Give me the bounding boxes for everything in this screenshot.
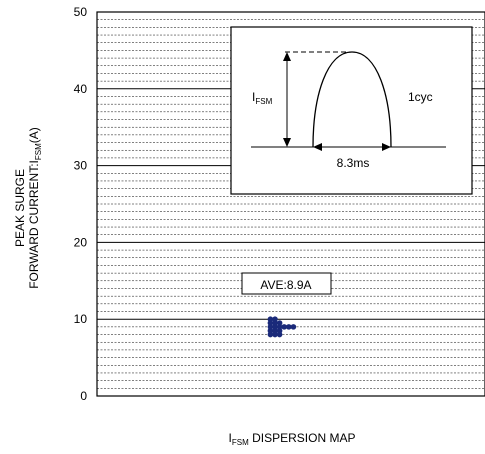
data-point — [276, 327, 283, 334]
data-point — [267, 324, 274, 330]
inset-amplitude-arrowhead-up — [283, 52, 291, 61]
data-point — [272, 331, 278, 338]
inset-duration-arrowhead-right — [382, 143, 391, 151]
data-points — [267, 316, 297, 338]
data-point — [272, 316, 278, 323]
data-point — [290, 324, 297, 330]
average-label-box — [241, 272, 332, 295]
data-point — [267, 320, 274, 326]
inset-amplitude-arrowhead-down — [283, 138, 291, 147]
inset-frame — [230, 26, 473, 195]
plot-frame — [96, 11, 485, 397]
inset-duration-arrowhead-left — [313, 143, 322, 151]
inset-waveform: IFSM 8.3ms 1cyc — [230, 26, 473, 195]
data-point — [272, 320, 278, 326]
average-label: AVE:8.9A — [260, 278, 311, 292]
data-point — [272, 327, 278, 334]
inset-amplitude-label: IFSM — [252, 90, 273, 106]
y-tick-label: 0 — [80, 389, 87, 403]
y-axis-label-line2: FORWARD CURRENT:IFSM(A) — [27, 127, 43, 289]
y-tick-label: 50 — [74, 5, 88, 19]
y-axis-label-line1: PEAK SURGE — [13, 169, 27, 247]
y-tick-label: 10 — [74, 312, 88, 326]
data-point — [276, 331, 283, 338]
data-point — [286, 324, 292, 330]
data-point — [267, 331, 274, 338]
x-axis-label: IFSM DISPERSION MAP — [229, 431, 356, 447]
data-point — [281, 324, 288, 330]
data-point — [276, 320, 283, 326]
data-point — [267, 327, 274, 334]
y-tick-labels: 0 10 20 30 40 50 — [74, 5, 88, 403]
data-point — [272, 324, 278, 330]
data-point — [267, 316, 274, 323]
data-point — [276, 324, 283, 330]
y-tick-label: 40 — [74, 82, 88, 96]
inset-cycle-label: 1cyc — [408, 90, 433, 104]
y-tick-label: 20 — [74, 235, 88, 249]
y-tick-label: 30 — [74, 159, 88, 173]
inset-duration-label: 8.3ms — [337, 156, 370, 170]
